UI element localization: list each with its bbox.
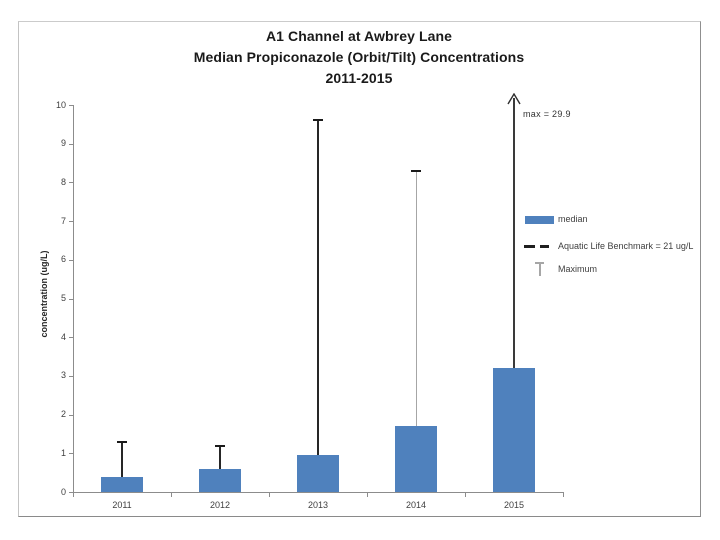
y-tick (69, 221, 73, 223)
x-tick (269, 492, 270, 497)
error-bar-cap-2014 (411, 169, 421, 172)
y-tick (69, 259, 73, 261)
up-arrow-icon (506, 92, 522, 105)
x-label-2011: 2011 (112, 500, 132, 510)
y-tick-label: 9 (60, 138, 66, 149)
y-tick (69, 298, 73, 300)
x-tick (73, 492, 74, 497)
legend-errorbar-stem-icon (539, 262, 541, 276)
bar-2011 (101, 476, 143, 492)
chart-title: A1 Channel at Awbrey Lane Median Propico… (18, 26, 700, 89)
bar-2013 (297, 455, 339, 492)
y-tick (69, 105, 73, 106)
legend-median-swatch-icon (525, 216, 554, 224)
chart-title-line-2: Median Propiconazole (Orbit/Tilt) Concen… (193, 49, 525, 65)
error-bar-cap-2011 (117, 440, 127, 443)
y-tick-label: 10 (55, 99, 66, 110)
y-tick-label: 5 (60, 293, 66, 303)
legend-label-benchmark: Aquatic Life Benchmark = 21 ug/L (558, 241, 694, 251)
error-bar-stem-2014 (415, 170, 417, 427)
x-label-2015: 2015 (503, 500, 525, 510)
y-tick-label: 1 (60, 447, 66, 458)
legend-label-maximum: Maximum (558, 264, 598, 274)
y-tick (69, 143, 73, 145)
legend-dash-icon (540, 245, 549, 248)
y-tick (69, 453, 73, 455)
y-tick (69, 414, 73, 416)
y-tick-label: 3 (60, 370, 66, 381)
y-tick (69, 337, 73, 339)
error-bar-cap-2012 (215, 444, 225, 447)
bar-2012 (199, 468, 241, 492)
error-bar-stem-2011 (121, 441, 123, 477)
y-tick-label: 4 (60, 331, 66, 342)
x-tick (171, 492, 172, 497)
y-tick (69, 375, 73, 377)
error-bar-stem-2015 (513, 98, 515, 369)
x-tick (367, 492, 368, 497)
y-tick-label: 7 (60, 215, 66, 226)
error-bar-stem-2013 (317, 120, 319, 456)
y-tick-label: 0 (60, 486, 66, 497)
chart-outer-frame (18, 21, 701, 517)
y-tick-label: 6 (60, 254, 66, 265)
y-tick (69, 182, 73, 184)
x-tick (563, 492, 564, 497)
y-tick-label: 8 (60, 176, 66, 187)
legend-label-median: median (558, 214, 588, 224)
x-label-2012: 2012 (209, 500, 231, 510)
bar-2015 (493, 368, 535, 492)
bar-2014 (395, 426, 437, 492)
y-tick-label: 2 (60, 409, 66, 420)
max-annotation: max = 29.9 (523, 109, 571, 119)
chart-title-line-1: A1 Channel at Awbrey Lane (265, 28, 453, 44)
chart-title-line-3: 2011-2015 (325, 70, 393, 86)
x-label-2014: 2014 (405, 500, 427, 510)
error-bar-cap-2013 (313, 119, 323, 122)
legend-dash-icon (524, 245, 535, 248)
x-label-2013: 2013 (307, 500, 329, 510)
error-bar-stem-2012 (219, 445, 221, 469)
x-axis-line (73, 492, 564, 493)
x-tick (465, 492, 466, 497)
y-axis-line (73, 105, 74, 493)
y-tick (69, 492, 73, 493)
